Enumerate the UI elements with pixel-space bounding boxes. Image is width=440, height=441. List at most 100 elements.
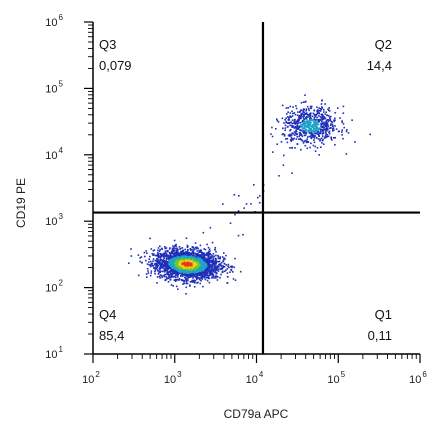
event-dot (204, 262, 206, 264)
event-dot (313, 109, 315, 112)
event-dot (200, 268, 203, 270)
event-dot (208, 258, 211, 261)
event-dot (239, 270, 242, 273)
event-dot (163, 273, 166, 276)
event-dot (299, 138, 302, 141)
event-dot (325, 122, 328, 124)
event-dot (203, 254, 206, 257)
event-dot (217, 260, 220, 263)
event-dot (323, 121, 325, 124)
event-dot (284, 124, 287, 127)
event-dot (214, 267, 216, 270)
event-dot (146, 276, 148, 278)
event-dot (309, 146, 311, 149)
event-dot (316, 113, 318, 115)
event-dot (166, 266, 168, 268)
event-dot (156, 264, 158, 267)
event-dot (331, 123, 334, 126)
event-dot (173, 279, 176, 281)
event-dot (291, 172, 293, 174)
event-dot (234, 279, 237, 281)
event-dot (320, 118, 323, 120)
event-dot (289, 147, 291, 149)
event-dot (195, 266, 197, 268)
event-dot (328, 131, 330, 134)
event-dot (180, 270, 182, 272)
event-dot (288, 122, 291, 125)
event-dot (185, 260, 188, 262)
event-dot (150, 248, 153, 250)
event-dot (302, 130, 305, 132)
event-dot (320, 113, 323, 116)
event-dot (185, 261, 188, 264)
event-dot (227, 276, 229, 278)
event-dot (196, 277, 198, 280)
event-dot (202, 259, 205, 261)
event-dot (302, 109, 305, 111)
event-dot (175, 262, 178, 265)
event-dot (296, 114, 299, 116)
event-dot (195, 271, 197, 273)
event-dot (314, 124, 317, 127)
event-dot (180, 254, 182, 257)
event-dot (213, 271, 215, 273)
event-dot (150, 263, 152, 266)
event-dot (137, 274, 140, 277)
x-tick-label: 106 (409, 370, 427, 386)
event-dot (144, 255, 146, 258)
event-dot (207, 261, 210, 263)
event-dot (221, 256, 224, 258)
event-dot (219, 257, 221, 259)
event-dot (204, 248, 207, 251)
event-dot (149, 264, 152, 267)
event-dot (156, 258, 158, 260)
event-dot (302, 110, 304, 112)
event-dot (275, 128, 277, 130)
event-dot (322, 132, 324, 135)
event-dot (194, 262, 197, 265)
event-dot (324, 131, 327, 133)
event-dot (295, 121, 297, 124)
event-dot (194, 280, 197, 282)
event-dot (155, 267, 158, 269)
event-dot (293, 112, 296, 114)
event-dot (180, 275, 182, 278)
event-dot (180, 274, 182, 276)
event-dot (320, 128, 322, 130)
event-dot (304, 134, 307, 136)
event-dot (165, 263, 168, 265)
event-dot (309, 116, 312, 118)
event-dot (322, 115, 324, 117)
event-dot (324, 134, 327, 136)
event-dot (157, 261, 160, 263)
event-dot (193, 252, 195, 255)
event-dot (283, 122, 285, 124)
event-dot (154, 266, 157, 268)
event-dot (175, 255, 178, 258)
event-dot (185, 278, 188, 281)
event-dot (214, 246, 217, 249)
event-dot (250, 203, 252, 205)
event-dot (198, 251, 200, 253)
event-dot (334, 144, 336, 146)
event-dot (319, 140, 321, 142)
event-dot (202, 263, 204, 265)
event-dot (163, 257, 165, 259)
event-dot (308, 109, 310, 112)
event-dot (222, 265, 224, 267)
event-dot (323, 109, 325, 111)
event-dot (225, 254, 227, 257)
event-dot (284, 138, 287, 140)
event-dot (188, 258, 190, 260)
event-dot (163, 262, 166, 265)
quadrant-value-q1: 0,11 (368, 328, 392, 343)
event-dot (282, 127, 284, 130)
event-dot (306, 124, 309, 126)
event-dot (186, 251, 188, 253)
event-dot (192, 246, 194, 248)
event-dot (242, 233, 244, 236)
event-dot (178, 278, 181, 280)
event-dot (204, 258, 207, 261)
event-dot (178, 267, 181, 269)
event-dot (168, 251, 171, 254)
